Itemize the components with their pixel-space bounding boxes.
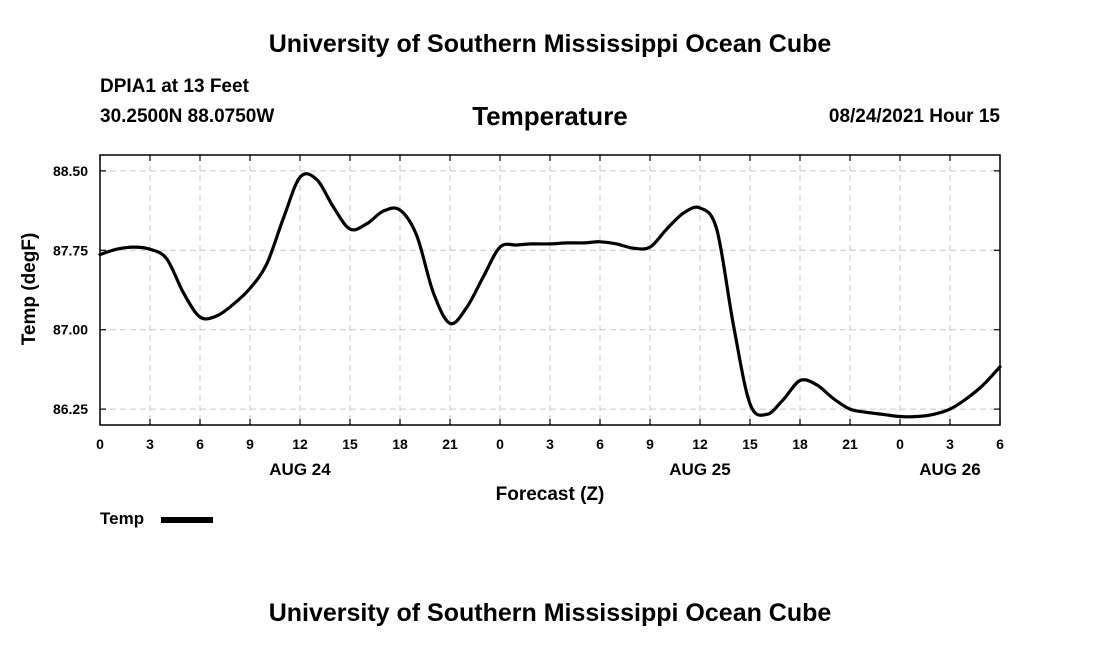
y-axis-title: Temp (degF)	[19, 233, 40, 346]
grid-lines	[100, 155, 1000, 425]
station-coordinates: 30.2500N 88.0750W	[100, 106, 275, 127]
top-title: University of Southern Mississippi Ocean…	[268, 30, 832, 58]
x-tick-label: 6	[996, 436, 1004, 452]
y-tick-label: 86.25	[53, 401, 88, 417]
chart-title: Temperature	[472, 101, 628, 131]
y-tick-label: 87.00	[53, 322, 88, 338]
x-tick-label: 18	[392, 436, 408, 452]
x-axis-title: Forecast (Z)	[496, 484, 605, 505]
x-tick-label: 6	[596, 436, 604, 452]
x-tick-label: 12	[692, 436, 708, 452]
x-tick-label: 12	[292, 436, 308, 452]
forecast-datetime: 08/24/2021 Hour 15	[828, 106, 1000, 127]
y-tick-label: 87.75	[53, 242, 88, 258]
x-tick-label: 0	[896, 436, 904, 452]
x-tick-label: 3	[546, 436, 554, 452]
station-name: DPIA1 at 13 Feet	[100, 76, 249, 97]
x-tick-label: 0	[96, 436, 104, 452]
x-tick-label: 6	[196, 436, 204, 452]
x-tick-label: 21	[442, 436, 458, 452]
x-tick-label: 0	[496, 436, 504, 452]
date-label: AUG 26	[919, 460, 980, 479]
x-tick-label: 9	[246, 436, 254, 452]
x-tick-label: 15	[742, 436, 758, 452]
date-label: AUG 24	[269, 460, 331, 479]
x-tick-label: 18	[792, 436, 808, 452]
x-tick-label: 9	[646, 436, 654, 452]
y-tick-label: 88.50	[53, 163, 88, 179]
legend-label: Temp	[100, 509, 145, 528]
date-label: AUG 25	[669, 460, 730, 479]
x-tick-label: 15	[342, 436, 358, 452]
bottom-title: University of Southern Mississippi Ocean…	[268, 599, 832, 627]
axis-ticks	[99, 155, 1001, 425]
x-tick-label: 3	[146, 436, 154, 452]
axis-labels: 0 3 6 9 12 15 18 21 0 3 6 9 12 15 18 21 0 3 6 86.25 87.00 87.…	[53, 163, 1004, 479]
legend-line-swatch	[161, 517, 213, 523]
x-tick-label: 21	[842, 436, 858, 452]
temp-series-line	[98, 172, 1002, 419]
x-tick-label: 3	[946, 436, 954, 452]
